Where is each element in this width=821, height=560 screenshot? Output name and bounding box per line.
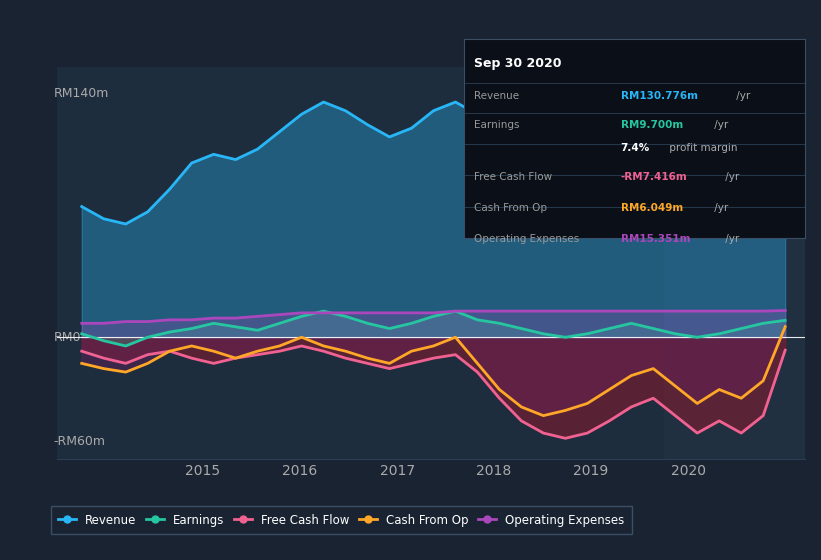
- Text: /yr: /yr: [710, 120, 727, 130]
- Text: RM0: RM0: [53, 331, 81, 344]
- Text: RM9.700m: RM9.700m: [621, 120, 683, 130]
- Text: /yr: /yr: [722, 172, 739, 183]
- Text: Cash From Op: Cash From Op: [474, 203, 547, 213]
- Text: Free Cash Flow: Free Cash Flow: [474, 172, 553, 183]
- Text: RM6.049m: RM6.049m: [621, 203, 683, 213]
- Text: /yr: /yr: [710, 203, 727, 213]
- Legend: Revenue, Earnings, Free Cash Flow, Cash From Op, Operating Expenses: Revenue, Earnings, Free Cash Flow, Cash …: [51, 506, 631, 534]
- Text: /yr: /yr: [733, 91, 750, 101]
- Text: 7.4%: 7.4%: [621, 143, 650, 152]
- Text: RM15.351m: RM15.351m: [621, 234, 690, 244]
- Text: RM130.776m: RM130.776m: [621, 91, 698, 101]
- Text: Operating Expenses: Operating Expenses: [474, 234, 580, 244]
- Bar: [664, 67, 821, 459]
- Text: profit margin: profit margin: [666, 143, 737, 152]
- Text: /yr: /yr: [722, 234, 739, 244]
- Text: -RM7.416m: -RM7.416m: [621, 172, 687, 183]
- Text: Earnings: Earnings: [474, 120, 520, 130]
- Text: -RM60m: -RM60m: [53, 435, 106, 448]
- Text: RM140m: RM140m: [53, 87, 109, 100]
- Text: Revenue: Revenue: [474, 91, 519, 101]
- Text: Sep 30 2020: Sep 30 2020: [474, 57, 562, 70]
